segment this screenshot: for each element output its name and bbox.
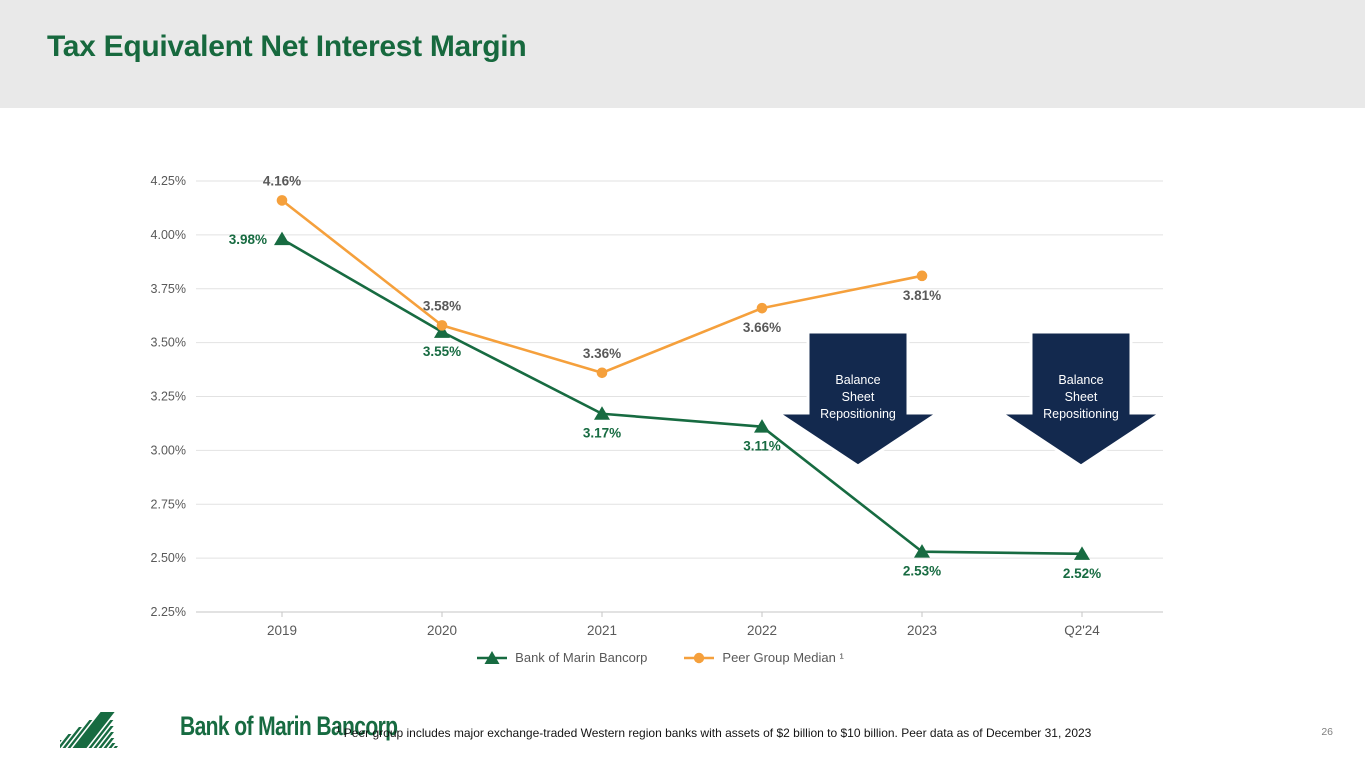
y-axis-tick-label: 3.25%: [151, 390, 186, 404]
circle-marker: [756, 302, 768, 314]
header-band: Tax Equivalent Net Interest Margin: [0, 0, 1365, 108]
data-label: 3.36%: [583, 346, 621, 361]
data-label: 3.17%: [583, 426, 621, 441]
x-axis-tick-label: 2021: [587, 623, 617, 638]
data-label: 2.53%: [903, 564, 941, 579]
annotation-text-line: Repositioning: [820, 407, 896, 421]
series-line-bank-of-marin-bancorp: [281, 238, 1083, 556]
annotation-text-line: Repositioning: [1043, 407, 1119, 421]
data-label: 3.81%: [903, 288, 941, 303]
legend-label-bank-of-marin-bancorp: Bank of Marin Bancorp: [515, 650, 648, 665]
data-label: 3.11%: [743, 439, 781, 454]
y-axis-tick-label: 3.75%: [151, 282, 186, 296]
y-axis-tick-label: 3.50%: [151, 336, 186, 350]
legend-item-peer-group-median: Peer Group Median ¹: [683, 650, 844, 665]
annotation-text-line: Balance: [1058, 373, 1103, 387]
balance-sheet-repositioning-arrow: [773, 330, 943, 468]
triangle-marker: [914, 544, 930, 558]
circle-marker: [276, 195, 288, 206]
circle-marker: [596, 367, 608, 379]
triangle-marker: [434, 324, 450, 338]
y-axis-tick-label: 4.00%: [151, 228, 186, 242]
x-axis-tick-label: 2022: [747, 623, 777, 638]
annotation-text-line: Sheet: [1065, 390, 1098, 404]
slide-title: Tax Equivalent Net Interest Margin: [47, 30, 527, 63]
footnote-text: Peer group includes major exchange-trade…: [340, 726, 1092, 740]
x-axis-tick-label: 2020: [427, 623, 457, 638]
y-axis-tick-label: 2.50%: [151, 551, 186, 565]
data-label: 3.55%: [423, 344, 461, 359]
logo-text: Bank of Marin Bancorp: [180, 710, 398, 741]
bank-of-marin-logo-icon: [60, 712, 119, 748]
triangle-marker: [1074, 546, 1090, 560]
balance-sheet-repositioning-arrow: [996, 330, 1166, 468]
circle-marker: [436, 320, 448, 331]
nim-line-chart: 4.25% 4.00% 3.75% 3.50% 3.25% 3.00% 2.75% 2.50%…: [151, 173, 1166, 638]
footnote: 1 Peer group includes major exchange-tra…: [336, 725, 1091, 740]
legend-label-peer-group-median: Peer Group Median ¹: [722, 650, 844, 665]
data-label: 2.52%: [1063, 566, 1101, 581]
data-label: 3.66%: [743, 320, 781, 335]
triangle-marker-icon: [477, 651, 508, 664]
data-label: 4.16%: [263, 173, 301, 188]
data-label: 3.58%: [423, 298, 461, 313]
triangle-marker: [754, 419, 770, 433]
footnote-superscript: 1: [336, 725, 341, 734]
page-number: 26: [1321, 726, 1333, 738]
circle-marker: [916, 270, 928, 282]
annotation-text-line: Balance: [835, 373, 880, 387]
footer-logo: Bank of Marin Bancorp: [60, 700, 459, 752]
y-axis-tick-label: 2.75%: [151, 497, 186, 511]
chart-legend: Bank of Marin Bancorp Peer Group Median …: [130, 650, 1190, 665]
y-axis-tick-label: 2.25%: [151, 605, 186, 619]
x-axis-tick-label: Q2'24: [1064, 623, 1100, 638]
triangle-marker: [594, 406, 610, 420]
triangle-marker: [274, 231, 290, 246]
y-axis-tick-label: 3.00%: [151, 443, 186, 457]
annotation-text-line: Sheet: [842, 390, 875, 404]
x-axis-tick-label: 2023: [907, 623, 937, 638]
legend-item-bank-of-marin-bancorp: Bank of Marin Bancorp: [476, 650, 647, 665]
y-axis-tick-label: 4.25%: [151, 174, 186, 188]
circle-marker-icon: [684, 652, 715, 664]
x-axis-tick-label: 2019: [267, 623, 297, 638]
data-label: 3.98%: [229, 232, 267, 247]
